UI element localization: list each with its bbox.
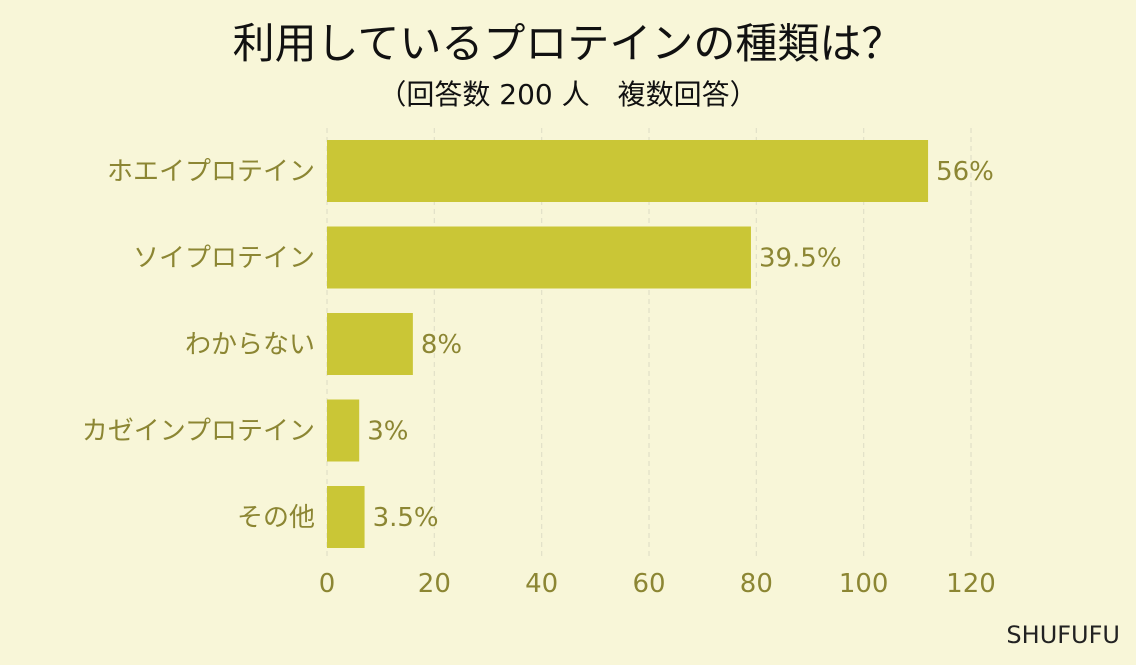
x-tick-label: 100 bbox=[839, 569, 889, 599]
x-tick-label: 80 bbox=[740, 569, 773, 599]
data-label: 56% bbox=[936, 157, 994, 187]
category-label: わからない bbox=[185, 330, 315, 360]
category-label: カゼインプロテイン bbox=[82, 417, 315, 447]
chart-title: 利用しているプロテインの種類は？ bbox=[233, 19, 904, 68]
brand-logo-text: SHUFUFU bbox=[1006, 621, 1120, 649]
x-tick-label: 40 bbox=[525, 569, 558, 599]
bars bbox=[327, 140, 929, 548]
bar bbox=[327, 486, 365, 548]
bar bbox=[327, 399, 360, 462]
bar bbox=[327, 313, 413, 375]
data-label: 3.5% bbox=[373, 503, 439, 533]
chart-subtitle: （回答数 200 人 複数回答） bbox=[378, 78, 757, 111]
x-tick-label: 0 bbox=[319, 569, 336, 599]
data-label: 8% bbox=[421, 330, 462, 360]
data-label: 3% bbox=[367, 417, 408, 447]
category-label: ホエイプロテイン bbox=[107, 157, 315, 187]
category-label: その他 bbox=[237, 503, 315, 533]
bar bbox=[327, 226, 751, 289]
x-tick-label: 60 bbox=[632, 569, 665, 599]
data-label: 39.5% bbox=[759, 244, 842, 274]
x-tick-label: 20 bbox=[418, 569, 451, 599]
bar bbox=[327, 140, 929, 202]
x-tick-label: 120 bbox=[946, 569, 996, 599]
category-label: ソイプロテイン bbox=[133, 244, 315, 274]
x-axis-ticks: 0 20 40 60 80 100 120 bbox=[319, 569, 996, 599]
data-labels: 56% 39.5% 8% 3% 3.5% bbox=[367, 157, 994, 533]
